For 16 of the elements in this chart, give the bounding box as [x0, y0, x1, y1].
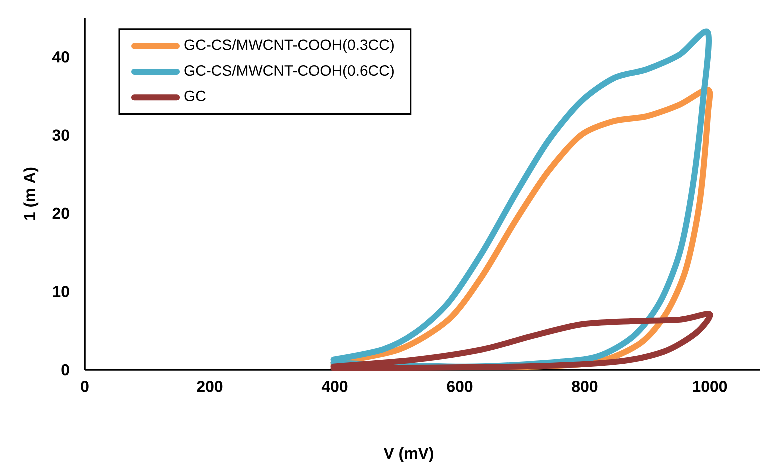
y-tick-label: 10	[53, 286, 70, 298]
x-tick-label: 1000	[693, 381, 728, 392]
x-tick-label: 400	[322, 381, 348, 392]
x-axis-title: V (mV)	[384, 447, 434, 462]
y-tick-label: 30	[52, 130, 70, 141]
x-tick-label: 200	[197, 381, 223, 392]
y-axis-title: 1 (m A)	[24, 168, 39, 220]
x-tick-label: 600	[447, 381, 473, 392]
legend-label: GC-CS/MWCNT-COOH(0.6CC)	[184, 65, 394, 80]
y-tick-label: 0	[62, 364, 70, 376]
x-tick-label: 0	[81, 381, 89, 392]
legend-label: GC	[184, 90, 206, 102]
y-tick-label: 20	[52, 208, 70, 220]
x-tick-label: 800	[572, 381, 598, 392]
legend-label: GC-CS/MWCNT-COOH(0.3CC)	[184, 39, 394, 54]
y-tick-label: 40	[52, 51, 70, 63]
